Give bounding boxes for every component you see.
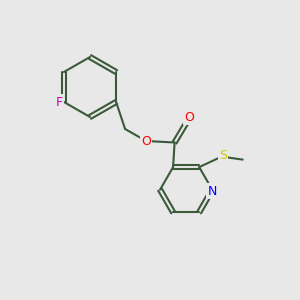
Text: N: N (208, 185, 217, 198)
Text: O: O (141, 134, 151, 148)
Text: S: S (219, 148, 227, 162)
Text: O: O (185, 110, 194, 124)
Text: F: F (56, 95, 63, 109)
